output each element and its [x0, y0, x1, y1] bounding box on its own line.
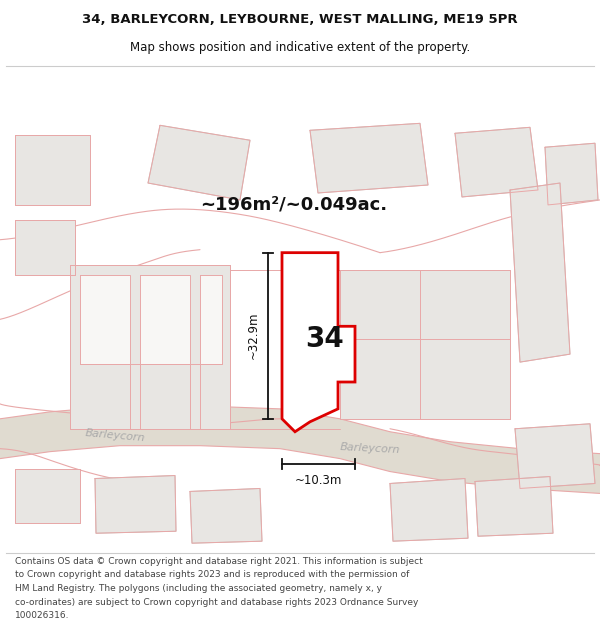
Text: ~32.9m: ~32.9m — [247, 312, 260, 359]
Polygon shape — [80, 274, 130, 364]
Polygon shape — [282, 253, 355, 432]
Text: co-ordinates) are subject to Crown copyright and database rights 2023 Ordnance S: co-ordinates) are subject to Crown copyr… — [15, 598, 418, 607]
Polygon shape — [545, 143, 598, 205]
Polygon shape — [95, 476, 176, 533]
Polygon shape — [0, 406, 600, 493]
Polygon shape — [15, 220, 75, 274]
Polygon shape — [390, 479, 468, 541]
Text: 34, BARLEYCORN, LEYBOURNE, WEST MALLING, ME19 5PR: 34, BARLEYCORN, LEYBOURNE, WEST MALLING,… — [82, 13, 518, 26]
Polygon shape — [70, 264, 230, 429]
Polygon shape — [15, 469, 80, 523]
Text: 34: 34 — [305, 325, 344, 353]
Text: Barleycorn: Barleycorn — [340, 442, 400, 455]
Polygon shape — [148, 126, 250, 200]
Text: Barleycorn: Barleycorn — [85, 428, 145, 443]
Text: Map shows position and indicative extent of the property.: Map shows position and indicative extent… — [130, 41, 470, 54]
Polygon shape — [310, 123, 428, 193]
Text: ~196m²/~0.049ac.: ~196m²/~0.049ac. — [200, 196, 387, 214]
Text: 100026316.: 100026316. — [15, 611, 70, 621]
Polygon shape — [190, 489, 262, 543]
Text: HM Land Registry. The polygons (including the associated geometry, namely x, y: HM Land Registry. The polygons (includin… — [15, 584, 382, 593]
Polygon shape — [510, 183, 570, 362]
Text: ~10.3m: ~10.3m — [295, 474, 342, 486]
Polygon shape — [340, 269, 510, 419]
Polygon shape — [455, 127, 538, 197]
Text: Contains OS data © Crown copyright and database right 2021. This information is : Contains OS data © Crown copyright and d… — [15, 557, 423, 566]
Polygon shape — [140, 274, 190, 364]
Polygon shape — [475, 476, 553, 536]
Polygon shape — [515, 424, 595, 489]
Text: to Crown copyright and database rights 2023 and is reproduced with the permissio: to Crown copyright and database rights 2… — [15, 571, 409, 579]
Polygon shape — [15, 135, 90, 205]
Polygon shape — [200, 274, 222, 364]
